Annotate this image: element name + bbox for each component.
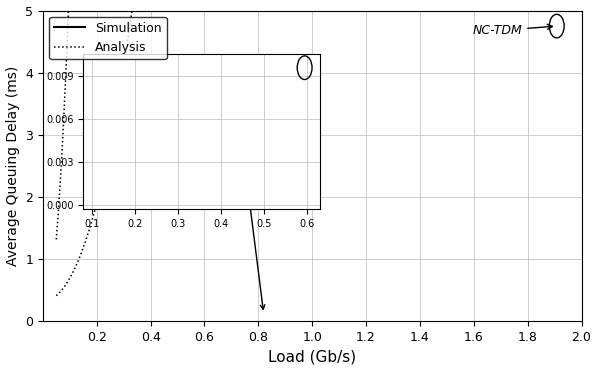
- Legend: Simulation, Analysis: Simulation, Analysis: [49, 17, 167, 59]
- Text: Native: Native: [241, 68, 300, 87]
- Text: NC-TDM: NC-TDM: [472, 24, 552, 37]
- X-axis label: Load (Gb/s): Load (Gb/s): [268, 349, 356, 364]
- Y-axis label: Average Queuing Delay (ms): Average Queuing Delay (ms): [5, 66, 20, 266]
